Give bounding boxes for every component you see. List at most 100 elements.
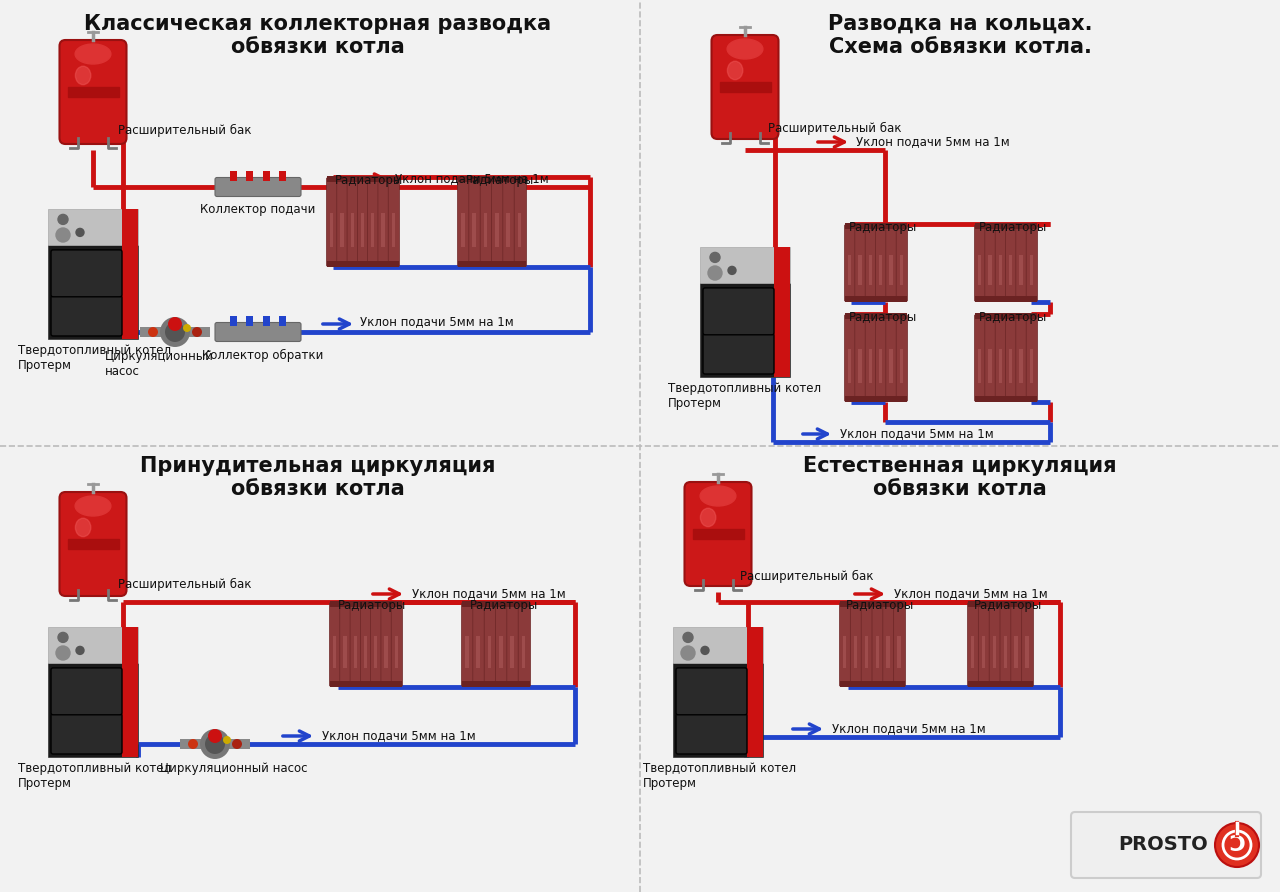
FancyBboxPatch shape [507,602,520,687]
Bar [507,213,509,247]
FancyBboxPatch shape [339,602,351,687]
Bar [859,349,861,383]
FancyBboxPatch shape [845,225,856,301]
FancyBboxPatch shape [984,225,996,301]
Text: Радиаторы: Радиаторы [466,174,534,187]
Bar [392,213,396,247]
Circle shape [207,729,221,743]
Bar [1019,255,1023,285]
Text: Твердотопливный котел
Протерм: Твердотопливный котел Протерм [643,762,796,790]
Circle shape [223,736,230,744]
Bar [517,213,521,247]
FancyBboxPatch shape [712,35,778,139]
Text: Расширительный бак: Расширительный бак [118,124,251,137]
Text: Расширительный бак: Расширительный бак [118,578,251,591]
FancyBboxPatch shape [676,668,748,714]
FancyBboxPatch shape [337,178,348,267]
Text: Радиаторы: Радиаторы [846,599,914,612]
Circle shape [56,646,70,660]
Ellipse shape [700,508,716,526]
Bar [975,296,1037,302]
Bar [975,313,1037,319]
FancyBboxPatch shape [378,178,389,267]
Text: PROSTO: PROSTO [1117,836,1208,855]
FancyBboxPatch shape [51,295,122,336]
Bar [968,601,1033,607]
Circle shape [232,739,242,749]
Bar [845,396,908,402]
FancyBboxPatch shape [984,315,996,401]
Text: Радиаторы: Радиаторы [979,311,1047,324]
Bar [1025,636,1029,668]
Text: Уклон подачи 5мм на 1м: Уклон подачи 5мм на 1м [840,427,993,440]
Bar [180,739,250,749]
FancyBboxPatch shape [462,602,474,687]
FancyBboxPatch shape [685,482,751,586]
Bar [262,316,270,326]
FancyBboxPatch shape [883,602,895,687]
Circle shape [684,632,692,642]
Bar [886,636,890,668]
FancyBboxPatch shape [1006,225,1016,301]
Circle shape [58,214,68,225]
Bar [845,223,908,229]
Ellipse shape [76,518,91,537]
Bar [879,255,882,285]
Text: Радиаторы: Радиаторы [974,599,1042,612]
FancyBboxPatch shape [855,225,867,301]
Bar [461,213,465,247]
Bar [230,170,237,180]
FancyBboxPatch shape [361,602,371,687]
Text: Уклон подачи 5мм на 1м: Уклон подачи 5мм на 1м [360,315,513,328]
Bar [49,245,138,339]
Text: Радиаторы: Радиаторы [335,174,403,187]
Bar [351,213,353,247]
Text: Уклон подачи 5мм на 1м: Уклон подачи 5мм на 1м [893,587,1048,600]
FancyBboxPatch shape [472,602,485,687]
Bar [865,636,868,668]
Circle shape [1215,823,1260,867]
FancyBboxPatch shape [59,40,127,144]
Bar [326,176,399,182]
FancyBboxPatch shape [676,714,748,754]
FancyBboxPatch shape [392,602,402,687]
Bar [340,213,343,247]
Bar [998,349,1002,383]
FancyBboxPatch shape [1021,602,1033,687]
FancyBboxPatch shape [865,225,877,301]
Circle shape [183,324,191,332]
Circle shape [701,647,709,655]
Bar [978,349,982,383]
Bar [330,601,402,607]
FancyBboxPatch shape [480,178,493,267]
FancyBboxPatch shape [457,178,470,267]
Circle shape [76,647,84,655]
Bar [854,636,858,668]
Bar [673,627,763,664]
Bar [897,636,901,668]
Bar [122,209,138,339]
FancyBboxPatch shape [51,250,122,297]
FancyBboxPatch shape [850,602,863,687]
FancyBboxPatch shape [329,602,340,687]
Bar [1009,349,1012,383]
Bar [900,255,902,285]
Text: Радиаторы: Радиаторы [849,311,918,324]
Text: Уклон подачи 5мм на 1м: Уклон подачи 5мм на 1м [856,135,1010,148]
Bar [968,681,1033,687]
FancyBboxPatch shape [886,225,897,301]
Bar [246,316,253,326]
Bar [988,255,992,285]
FancyBboxPatch shape [1027,225,1038,301]
Bar [495,213,499,247]
Text: Твердотопливный котел
Протерм: Твердотопливный котел Протерм [18,344,172,372]
Bar [975,396,1037,402]
Bar [840,601,905,607]
FancyBboxPatch shape [357,178,369,267]
Bar [374,636,378,668]
Bar [353,636,357,668]
FancyBboxPatch shape [703,334,774,374]
Circle shape [200,729,230,759]
Circle shape [192,327,202,337]
Bar [511,636,515,668]
